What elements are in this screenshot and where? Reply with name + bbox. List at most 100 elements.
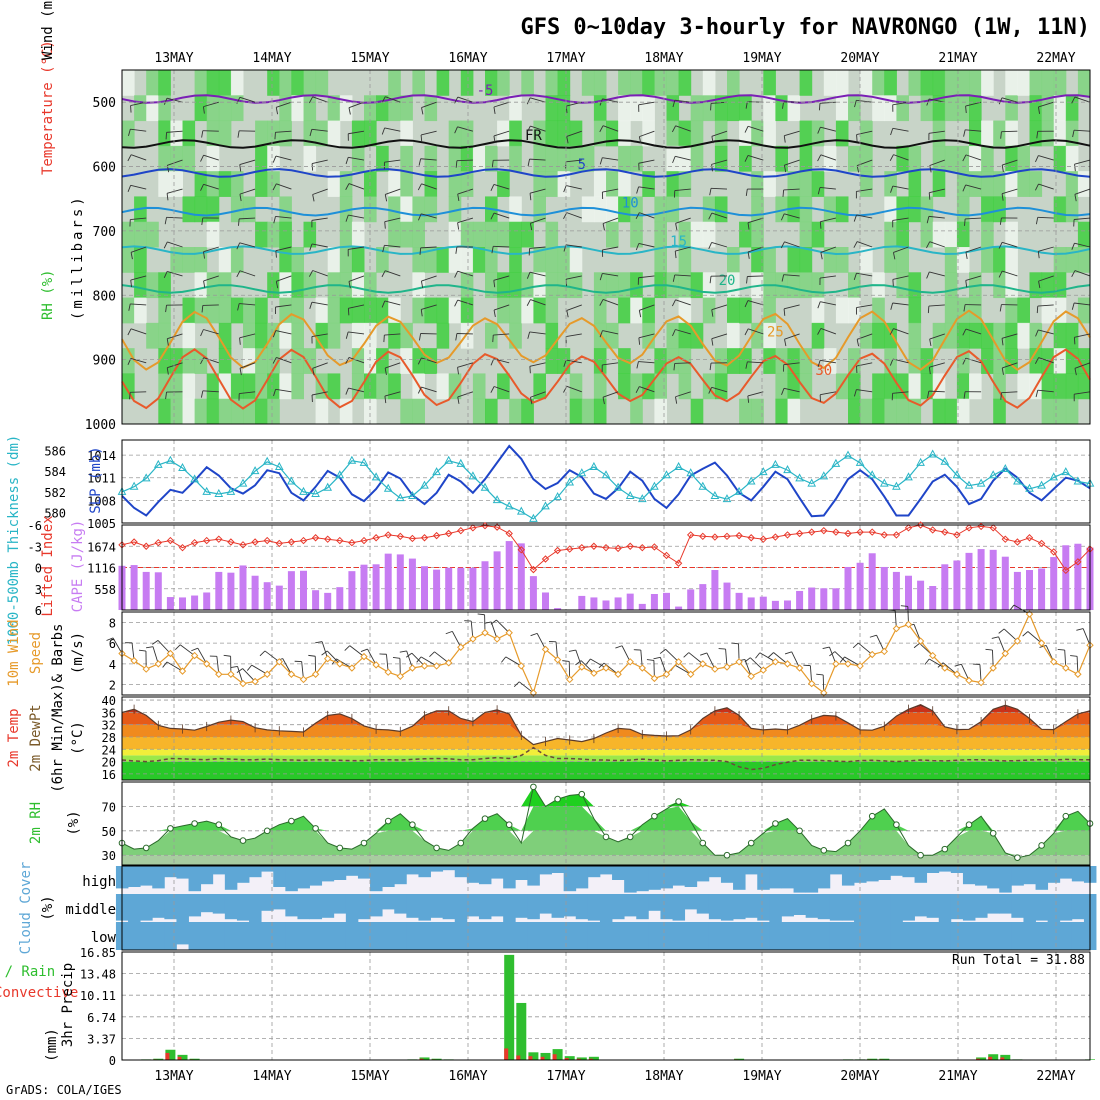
- upper-wind-barb-flag: [457, 222, 460, 230]
- wind10-barb-flag: [615, 645, 623, 649]
- upper-wind-barb-flag: [417, 183, 422, 191]
- upper-wind-barb-flag: [127, 185, 132, 192]
- upper-wind-barb: [130, 128, 147, 132]
- upper-wind-barb-flag: [201, 217, 204, 225]
- rh-cell: [412, 272, 425, 299]
- upper-wind-barb-flag: [200, 329, 204, 337]
- upper-wind-barb-flag: [889, 358, 894, 366]
- wind10-tick: 4: [109, 658, 116, 672]
- cape-bar: [227, 572, 235, 610]
- upper-wind-barb-flag: [781, 388, 785, 395]
- rh2m-point: [796, 827, 803, 835]
- li-point: [626, 542, 634, 550]
- upper-wind-barb-flag: [420, 280, 424, 289]
- isotherm-label: 20: [719, 273, 736, 289]
- rh-cell: [364, 196, 377, 223]
- rh-cell: [993, 247, 1006, 273]
- rh-cell: [472, 247, 486, 273]
- upper-wind-barb: [311, 333, 328, 337]
- cloud-cell-middle: [406, 894, 419, 918]
- wind10-barb: [913, 624, 922, 642]
- rh-cell: [122, 247, 135, 273]
- cloud-cell-middle: [418, 894, 431, 921]
- thickness-point: [166, 455, 175, 464]
- rh-cell: [739, 145, 752, 172]
- rh-cell: [848, 398, 861, 425]
- upper-wind-barb: [893, 328, 909, 335]
- rh-cell: [1053, 70, 1067, 96]
- upper-wind-barb-flag: [889, 154, 894, 162]
- upper-wind-barb: [711, 130, 728, 137]
- rh2m-point: [772, 820, 779, 827]
- cloud-cell-high: [285, 866, 298, 892]
- rh-cell: [799, 145, 813, 172]
- upper-wind-barb: [275, 215, 292, 219]
- upper-wind-barb: [710, 187, 728, 190]
- upper-wind-barb-flag: [526, 272, 531, 279]
- li-tick: 0: [35, 562, 42, 576]
- pressure-tick: 800: [93, 289, 116, 304]
- upper-wind-barb: [203, 154, 219, 161]
- temp2m-tick: 16: [102, 768, 116, 782]
- rh-cell: [787, 95, 801, 122]
- cloud-cell-low: [890, 922, 903, 950]
- slp-tick: 1011: [87, 472, 116, 486]
- rh-cell: [291, 70, 304, 96]
- rh-cell: [835, 297, 849, 324]
- rh-cell: [194, 70, 208, 96]
- cloud-cell-high: [757, 866, 770, 890]
- rh-cell: [412, 196, 425, 223]
- rh-cell: [787, 171, 801, 197]
- rh-cell: [339, 297, 353, 324]
- rh-cell: [557, 70, 571, 96]
- rh-cell: [255, 171, 268, 197]
- precip-total-bar: [734, 1058, 745, 1060]
- cloud-cell-low: [975, 922, 988, 950]
- upper-wind-barb: [130, 275, 147, 281]
- upper-wind-barb: [602, 188, 619, 193]
- rh-cell: [618, 171, 631, 197]
- upper-wind-barb-flag: [747, 251, 750, 259]
- cape-bar: [1062, 545, 1070, 610]
- li-tick: 3: [35, 583, 42, 597]
- rh-cell: [1065, 247, 1079, 273]
- rh-cell: [1029, 272, 1043, 299]
- precip-total-bar: [431, 1058, 442, 1060]
- rh-cell: [1017, 322, 1030, 349]
- rh-cell: [1053, 348, 1067, 374]
- upper-wind-barb-flag: [273, 389, 277, 397]
- upper-wind-barb: [929, 188, 945, 194]
- precip-conv-bar: [504, 1048, 509, 1060]
- cloud-cell-middle: [551, 894, 565, 918]
- rh-cell: [860, 120, 873, 147]
- cloud-cell-low: [370, 922, 383, 950]
- upper-wind-barb: [1038, 101, 1054, 108]
- cloud-cell-middle: [527, 894, 540, 920]
- rh-cell: [618, 70, 631, 96]
- thickness-point: [1000, 463, 1010, 473]
- rh-cell: [944, 221, 958, 248]
- upper-wind-barb-flag: [275, 107, 278, 115]
- cloud-cell-low: [297, 922, 310, 950]
- cape-tick: 1116: [87, 562, 116, 576]
- cape-bar: [965, 552, 973, 610]
- rh-cell: [920, 373, 934, 400]
- wind10-barb-flag: [405, 652, 413, 658]
- upper-wind-barb: [602, 391, 619, 398]
- rh-cell: [230, 70, 244, 96]
- upper-wind-barb: [856, 214, 873, 219]
- upper-wind-barb-flag: [381, 300, 386, 308]
- rh-cell: [1065, 348, 1079, 374]
- cloud-cell-high: [999, 866, 1012, 893]
- precip-conv-bar: [976, 1058, 981, 1060]
- upper-wind-barb-flag: [708, 212, 713, 220]
- rh-cell: [944, 322, 958, 349]
- rh-cell: [969, 95, 982, 122]
- rh-cell: [666, 120, 680, 147]
- rh-cell: [243, 297, 256, 324]
- cape-bar: [154, 572, 162, 610]
- precip-conv-bar: [177, 1056, 182, 1060]
- cloud-cell-middle: [962, 894, 976, 921]
- rh-cell: [618, 297, 631, 324]
